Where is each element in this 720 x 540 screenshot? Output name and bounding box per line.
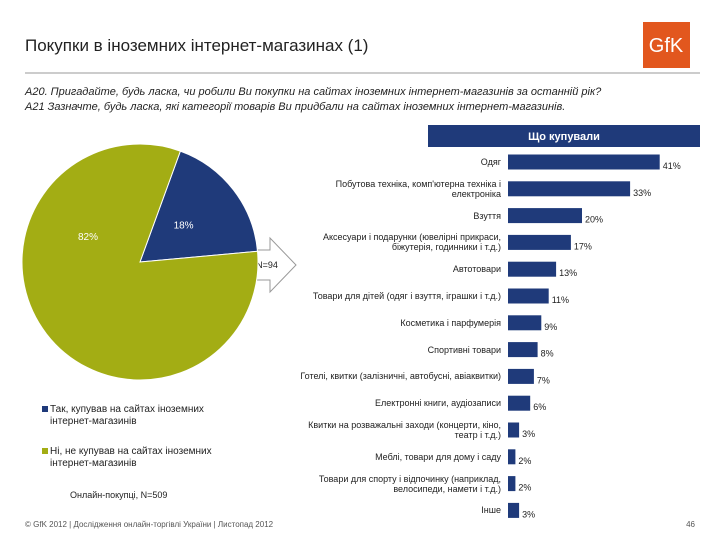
bar [508,449,516,465]
category-label: Готелі, квитки (залізничні, автобусні, а… [300,371,501,382]
category-label: Аксесуари і подарунки (ювелірні прикраси… [322,232,501,253]
logo: GfK [649,35,684,57]
bar [508,476,516,492]
category-label: Товари для спорту і відпочинку (наприкла… [318,473,501,494]
question: A20. Пригадайте, будь ласка, чи робили В… [25,86,602,98]
bar [508,395,531,411]
category-label: Спортивні товари [427,344,501,355]
legend-label: Ні, не купував на сайтах іноземних інтер… [50,446,212,469]
value-label: 2% [518,456,531,466]
bar [508,422,520,438]
value-label: 6% [533,402,546,412]
legend-swatch [42,406,48,412]
page-number: 46 [686,520,695,529]
value-label: 11% [552,295,569,305]
bar [508,234,571,250]
pie-label: 18% [174,220,194,231]
value-label: 33% [633,188,651,198]
category-label: Автотовари [452,264,501,275]
category-label: Взуття [473,210,501,221]
bar [508,368,534,384]
bar [508,288,549,304]
value-label: 9% [544,322,557,332]
arrow-label: N=94 [256,260,278,270]
value-label: 8% [541,349,554,359]
value-label: 2% [518,483,531,493]
pie-slice [139,150,259,263]
bar-title-box [428,125,700,147]
legend-swatch [42,448,48,454]
logo-box [643,22,690,68]
bar [508,154,660,170]
bar [508,208,582,224]
bar [508,342,538,358]
category-label: Електронні книги, аудіозаписи [375,398,501,409]
pie-note: Онлайн-покупці, N=509 [70,490,168,500]
pie-label: 82% [78,232,98,243]
value-label: 7% [537,375,550,385]
category-label: Меблі, товари для дому і саду [375,451,501,462]
pie-slice [21,143,259,381]
value-label: 3% [522,429,535,439]
value-label: 17% [574,241,592,251]
bar [508,181,631,197]
category-label: Квитки на розважальні заходи (концерти, … [308,420,501,440]
category-label: Одяг [480,157,501,167]
question: A21 Зазначте, будь ласка, які категорії … [25,101,566,113]
footer: © GfK 2012 | Дослідження онлайн-торгівлі… [25,520,274,529]
value-label: 3% [522,509,535,519]
category-label: Косметика і парфумерія [400,317,501,328]
legend-label: Так, купував на сайтах іноземних інтерне… [50,404,204,427]
value-label: 13% [559,268,577,278]
bar [508,261,557,277]
bar [508,315,542,331]
bar-title: Що купували [528,131,600,143]
value-label: 41% [663,161,681,171]
bar [508,502,520,518]
category-label: Побутова техніка, комп'ютерна техніка і … [335,178,501,199]
category-label: Інше [481,505,501,516]
value-label: 20% [585,215,603,225]
category-label: Товари для дітей (одяг і взуття, іграшки… [312,291,501,301]
title: Покупки в іноземних інтернет-магазинах (… [25,36,369,55]
